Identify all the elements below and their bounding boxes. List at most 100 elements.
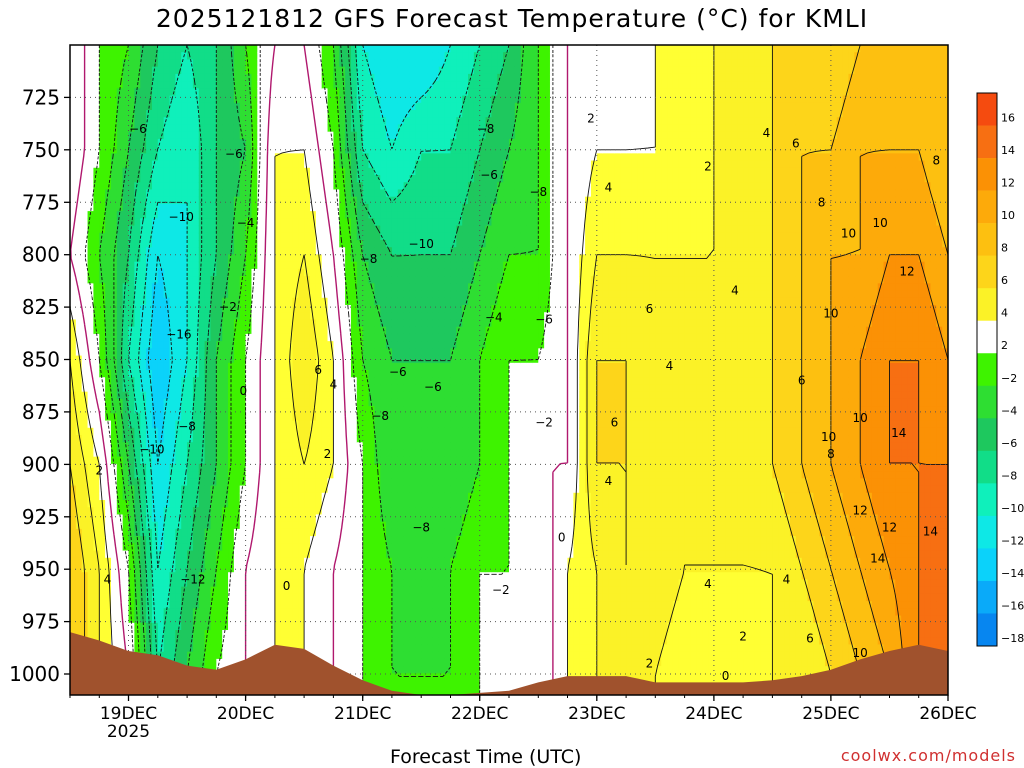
temperature-cell bbox=[140, 319, 147, 328]
temperature-cell bbox=[210, 81, 217, 89]
temperature-cell bbox=[298, 362, 305, 371]
temperature-cell bbox=[315, 341, 323, 349]
temperature-cell bbox=[321, 543, 329, 552]
temperature-cell bbox=[140, 348, 147, 357]
temperature-cell bbox=[122, 196, 130, 205]
temperature-cell bbox=[187, 615, 194, 624]
temperature-cell bbox=[163, 449, 171, 458]
temperature-cell bbox=[70, 420, 77, 429]
temperature-cell bbox=[356, 514, 364, 523]
temperature-cell bbox=[333, 319, 340, 328]
temperature-cell bbox=[339, 413, 346, 422]
temperature-cell bbox=[350, 138, 358, 147]
temperature-cell bbox=[257, 203, 264, 212]
temperature-cell bbox=[192, 658, 200, 667]
temperature-cell bbox=[356, 189, 364, 198]
temperature-cell bbox=[216, 615, 223, 624]
temperature-cell bbox=[239, 651, 247, 660]
temperature-cell bbox=[146, 463, 153, 472]
temperature-cell bbox=[187, 225, 194, 234]
temperature-cell bbox=[163, 203, 171, 212]
temperature-cell bbox=[304, 196, 311, 205]
temperature-cell bbox=[75, 45, 83, 53]
temperature-cell bbox=[105, 377, 112, 386]
temperature-cell bbox=[87, 536, 95, 544]
temperature-cell bbox=[292, 615, 299, 624]
temperature-cell bbox=[163, 160, 171, 169]
temperature-cell bbox=[157, 478, 165, 487]
temperature-cell bbox=[274, 268, 282, 277]
temperature-cell bbox=[116, 615, 124, 624]
temperature-cell bbox=[391, 225, 399, 234]
temperature-cell bbox=[298, 471, 305, 479]
temperature-cell bbox=[175, 565, 182, 573]
temperature-cell bbox=[327, 261, 334, 270]
temperature-cell bbox=[362, 536, 370, 544]
temperature-cell bbox=[146, 59, 153, 68]
temperature-cell bbox=[116, 485, 124, 494]
temperature-cell bbox=[140, 355, 147, 364]
temperature-cell bbox=[157, 341, 165, 349]
temperature-cell bbox=[228, 658, 235, 667]
temperature-cell bbox=[345, 153, 352, 162]
temperature-cell bbox=[280, 124, 288, 133]
temperature-cell bbox=[210, 45, 217, 53]
temperature-cell bbox=[304, 182, 311, 191]
temperature-cell bbox=[181, 348, 188, 357]
temperature-cell bbox=[204, 167, 212, 176]
temperature-cell bbox=[204, 276, 212, 284]
temperature-cell bbox=[380, 413, 387, 422]
temperature-cell bbox=[187, 211, 194, 219]
temperature-cell bbox=[116, 514, 124, 523]
temperature-cell bbox=[157, 427, 165, 436]
temperature-cell bbox=[269, 377, 276, 386]
temperature-cell bbox=[374, 384, 381, 393]
temperature-cell bbox=[327, 138, 334, 147]
temperature-cell bbox=[356, 305, 364, 313]
temperature-cell bbox=[274, 456, 282, 465]
temperature-cell bbox=[286, 124, 294, 133]
temperature-cell bbox=[70, 312, 77, 321]
temperature-cell bbox=[146, 247, 153, 256]
temperature-cell bbox=[368, 59, 375, 68]
temperature-cell bbox=[222, 377, 229, 386]
temperature-cell bbox=[274, 225, 282, 234]
temperature-cell bbox=[263, 543, 270, 552]
temperature-cell bbox=[93, 630, 100, 638]
temperature-cell bbox=[374, 565, 381, 573]
temperature-cell bbox=[99, 211, 106, 219]
temperature-cell bbox=[198, 124, 206, 133]
temperature-cell bbox=[210, 384, 217, 393]
temperature-cell bbox=[181, 88, 188, 97]
temperature-cell bbox=[362, 435, 370, 443]
temperature-cell bbox=[140, 341, 147, 349]
temperature-cell bbox=[198, 442, 206, 451]
temperature-cell bbox=[187, 276, 194, 284]
temperature-cell bbox=[122, 88, 130, 97]
temperature-cell bbox=[345, 406, 352, 414]
temperature-cell bbox=[75, 572, 83, 581]
temperature-cell bbox=[228, 283, 235, 292]
temperature-cell bbox=[216, 95, 223, 104]
temperature-cell bbox=[339, 362, 346, 371]
temperature-cell bbox=[263, 413, 270, 422]
temperature-cell bbox=[269, 319, 276, 328]
temperature-cell bbox=[99, 146, 106, 154]
temperature-cell bbox=[239, 59, 247, 68]
temperature-cell bbox=[122, 232, 130, 241]
temperature-cell bbox=[116, 362, 124, 371]
temperature-cell bbox=[362, 514, 370, 523]
temperature-cell bbox=[222, 66, 229, 75]
temperature-cell bbox=[386, 615, 393, 624]
temperature-cell bbox=[128, 189, 135, 198]
temperature-cell bbox=[321, 471, 329, 479]
temperature-cell bbox=[386, 312, 393, 321]
temperature-cell bbox=[233, 276, 241, 284]
temperature-cell bbox=[368, 290, 375, 299]
temperature-cell bbox=[274, 203, 282, 212]
temperature-cell bbox=[75, 167, 83, 176]
temperature-cell bbox=[333, 146, 340, 154]
temperature-cell bbox=[391, 232, 399, 241]
temperature-cell bbox=[181, 384, 188, 393]
temperature-cell bbox=[187, 478, 194, 487]
